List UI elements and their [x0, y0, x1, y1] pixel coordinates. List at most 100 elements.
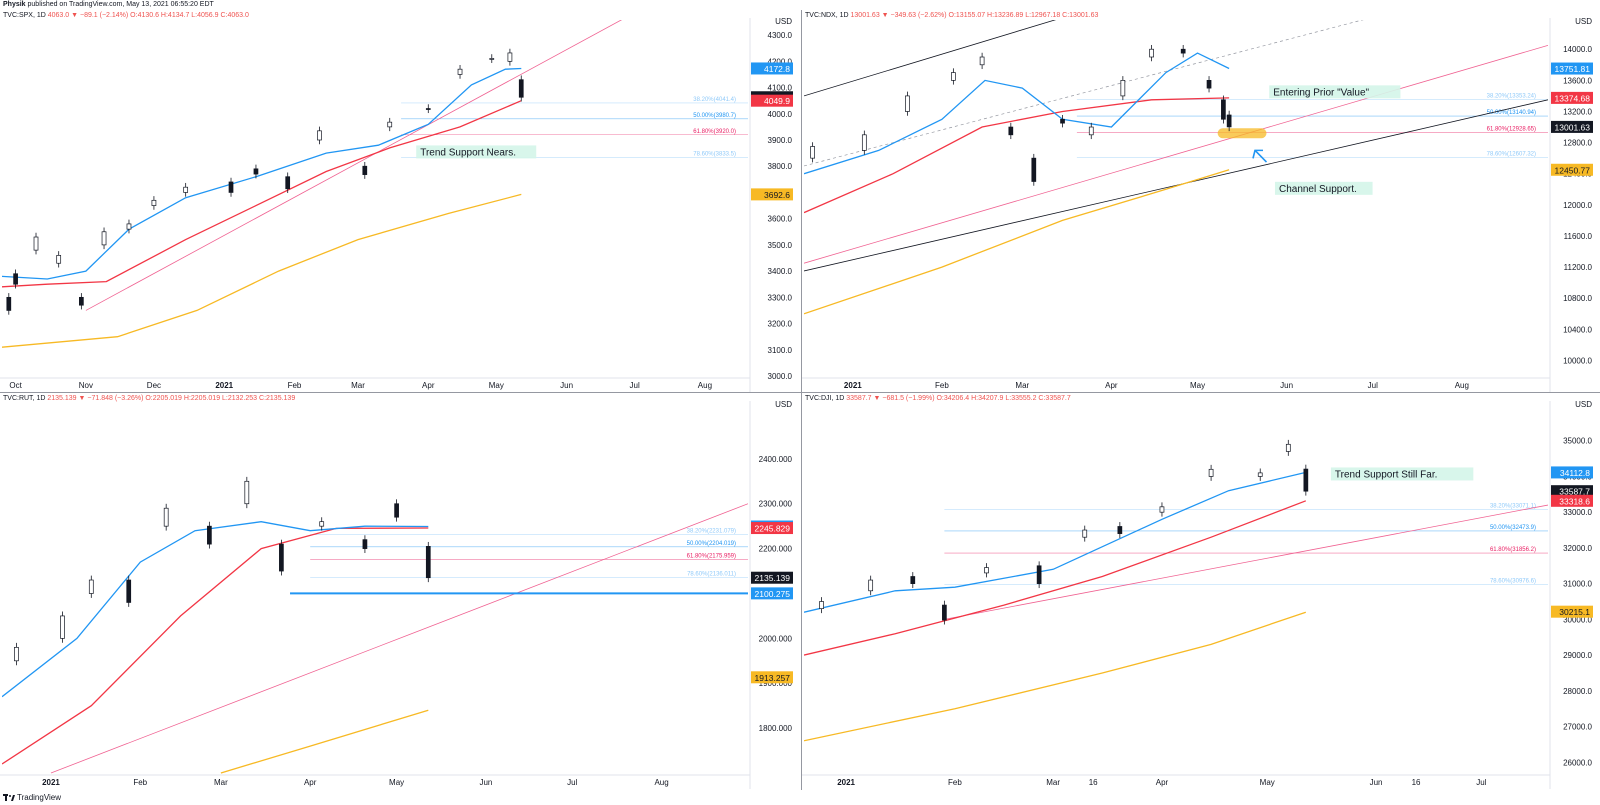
y-tick-label: 2300.000: [759, 500, 793, 509]
candle[interactable]: [151, 199, 157, 206]
ema-50-line[interactable]: [2, 100, 522, 288]
candle[interactable]: [507, 52, 513, 62]
chart-canvas[interactable]: USD2400.0002300.0002200.0002100.0002000.…: [0, 393, 800, 789]
candle[interactable]: [489, 58, 495, 60]
chart-panel-spx[interactable]: TVC:SPX, 1D 4063.0 ▼ −89.1 (−2.14%) O:41…: [0, 10, 800, 392]
candle[interactable]: [1303, 468, 1309, 492]
candle[interactable]: [1226, 114, 1232, 128]
ema-200-line[interactable]: [220, 709, 429, 774]
candle[interactable]: [183, 186, 189, 193]
chart-panel-rut[interactable]: TVC:RUT, 1D 2135.139 ▼ −71.848 (−3.26%) …: [0, 393, 800, 789]
candle[interactable]: [1088, 126, 1094, 136]
candle[interactable]: [1008, 126, 1014, 136]
value-zone-highlight[interactable]: [1217, 128, 1267, 139]
candle[interactable]: [1082, 529, 1088, 538]
candle[interactable]: [1159, 506, 1165, 513]
ema-50-line[interactable]: [804, 500, 1307, 656]
annotation-label[interactable]: Entering Prior "Value": [1273, 87, 1369, 98]
candle[interactable]: [457, 68, 463, 75]
candle[interactable]: [425, 546, 431, 579]
candle[interactable]: [126, 579, 132, 603]
ema-20-line[interactable]: [2, 67, 522, 280]
ema-200-line[interactable]: [2, 193, 522, 348]
annotation-label[interactable]: Channel Support.: [1279, 184, 1357, 195]
candle[interactable]: [56, 255, 62, 264]
candle[interactable]: [425, 108, 431, 110]
candle[interactable]: [1117, 526, 1123, 534]
chart-canvas[interactable]: USD14000.013600.013200.012800.012400.012…: [802, 10, 1600, 392]
candle[interactable]: [101, 231, 107, 246]
candle[interactable]: [1208, 468, 1214, 477]
candle[interactable]: [14, 646, 19, 662]
trend-line[interactable]: [804, 44, 1548, 264]
annotation-label[interactable]: Trend Support Nears.: [420, 147, 516, 158]
chart-panel-ndx[interactable]: TVC:NDX, 1D 13001.63 ▼ −349.63 (−2.62%) …: [802, 10, 1600, 392]
trend-line[interactable]: [85, 10, 748, 311]
candle[interactable]: [13, 273, 18, 285]
candle[interactable]: [163, 507, 169, 527]
chart-canvas[interactable]: USD 4300.0 4200.0 4100.0 4000.0 3900.0 3800.0 3…: [0, 10, 800, 392]
candle[interactable]: [910, 576, 916, 584]
x-tick-label: Jul: [567, 778, 577, 787]
candle[interactable]: [244, 480, 250, 505]
candle[interactable]: [819, 601, 824, 610]
ema-50-line[interactable]: [804, 97, 1230, 214]
candle[interactable]: [79, 296, 84, 306]
candle[interactable]: [387, 121, 393, 128]
price-label: 34112.8: [1560, 468, 1590, 478]
candle[interactable]: [60, 615, 65, 639]
candle[interactable]: [6, 296, 12, 311]
price-label-bg: [1551, 163, 1593, 176]
candle[interactable]: [88, 579, 94, 594]
candle[interactable]: [1257, 472, 1263, 477]
chart-canvas[interactable]: USD35000.034000.033000.032000.031000.030…: [802, 393, 1600, 789]
trend-line[interactable]: [50, 503, 748, 774]
candle[interactable]: [518, 79, 524, 98]
candle[interactable]: [861, 134, 867, 151]
channel-line[interactable]: [804, 99, 1548, 272]
trend-line[interactable]: [944, 504, 1548, 620]
ema-200-line[interactable]: [804, 169, 1230, 315]
ema-200-line[interactable]: [804, 611, 1307, 742]
candle[interactable]: [1206, 80, 1212, 89]
candle[interactable]: [1031, 157, 1037, 182]
candle[interactable]: [1120, 80, 1126, 97]
candle[interactable]: [319, 521, 325, 527]
candle[interactable]: [362, 165, 368, 175]
candle[interactable]: [1180, 48, 1186, 54]
candle[interactable]: [905, 95, 910, 112]
candle[interactable]: [984, 567, 989, 574]
candle[interactable]: [1036, 565, 1042, 584]
fib-level-label: 50.00%(2204.019): [687, 541, 736, 547]
y-tick-label: 4100.0: [768, 84, 793, 93]
candle[interactable]: [228, 181, 234, 193]
arrow-icon[interactable]: [1252, 149, 1268, 163]
channel-line[interactable]: [804, 10, 1266, 97]
candle[interactable]: [279, 543, 284, 572]
ema-20-line[interactable]: [2, 521, 429, 698]
candle[interactable]: [868, 579, 874, 592]
candle[interactable]: [394, 503, 399, 518]
candle[interactable]: [253, 168, 259, 175]
candle[interactable]: [942, 604, 947, 621]
chart-panel-dji[interactable]: TVC:DJI, 1D 33587.7 ▼ −681.5 (−1.99%) O:…: [802, 393, 1600, 789]
ema-20-line[interactable]: [804, 52, 1230, 175]
candle[interactable]: [1221, 99, 1226, 120]
candle[interactable]: [1060, 118, 1065, 124]
x-tick-label: 2021: [42, 778, 60, 787]
candle[interactable]: [1149, 48, 1154, 58]
candle[interactable]: [126, 223, 132, 230]
candle[interactable]: [33, 236, 39, 251]
candle[interactable]: [317, 130, 322, 141]
candle[interactable]: [951, 72, 956, 81]
ema-20-line[interactable]: [804, 471, 1306, 613]
candle[interactable]: [285, 176, 291, 190]
candle[interactable]: [362, 539, 368, 549]
ema-50-line[interactable]: [2, 527, 429, 765]
candle[interactable]: [810, 146, 815, 159]
candle[interactable]: [979, 56, 985, 66]
candle[interactable]: [207, 525, 212, 545]
candle[interactable]: [1285, 443, 1291, 452]
dashed-line[interactable]: [804, 10, 1548, 167]
annotation-label[interactable]: Trend Support Still Far.: [1335, 469, 1437, 480]
